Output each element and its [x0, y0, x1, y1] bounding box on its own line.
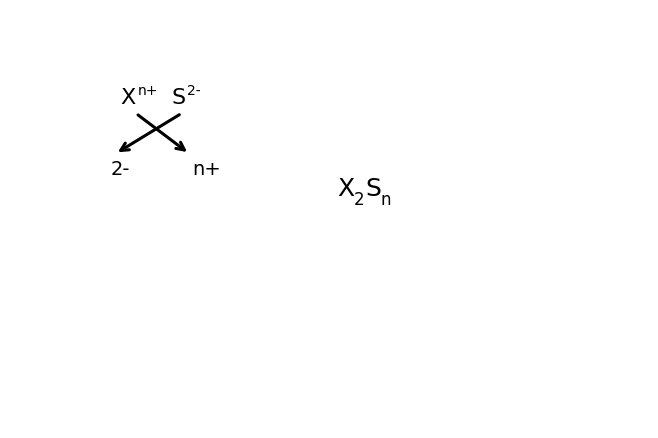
Text: 2: 2 [353, 191, 364, 209]
Text: n: n [380, 191, 391, 209]
Text: X: X [120, 88, 136, 108]
Text: n+: n+ [192, 160, 220, 180]
Text: 2-: 2- [111, 160, 130, 180]
Text: n+: n+ [138, 84, 158, 98]
Text: S: S [365, 177, 381, 201]
Text: S: S [172, 88, 186, 108]
Text: 2-: 2- [187, 84, 201, 98]
Text: X: X [338, 177, 355, 201]
